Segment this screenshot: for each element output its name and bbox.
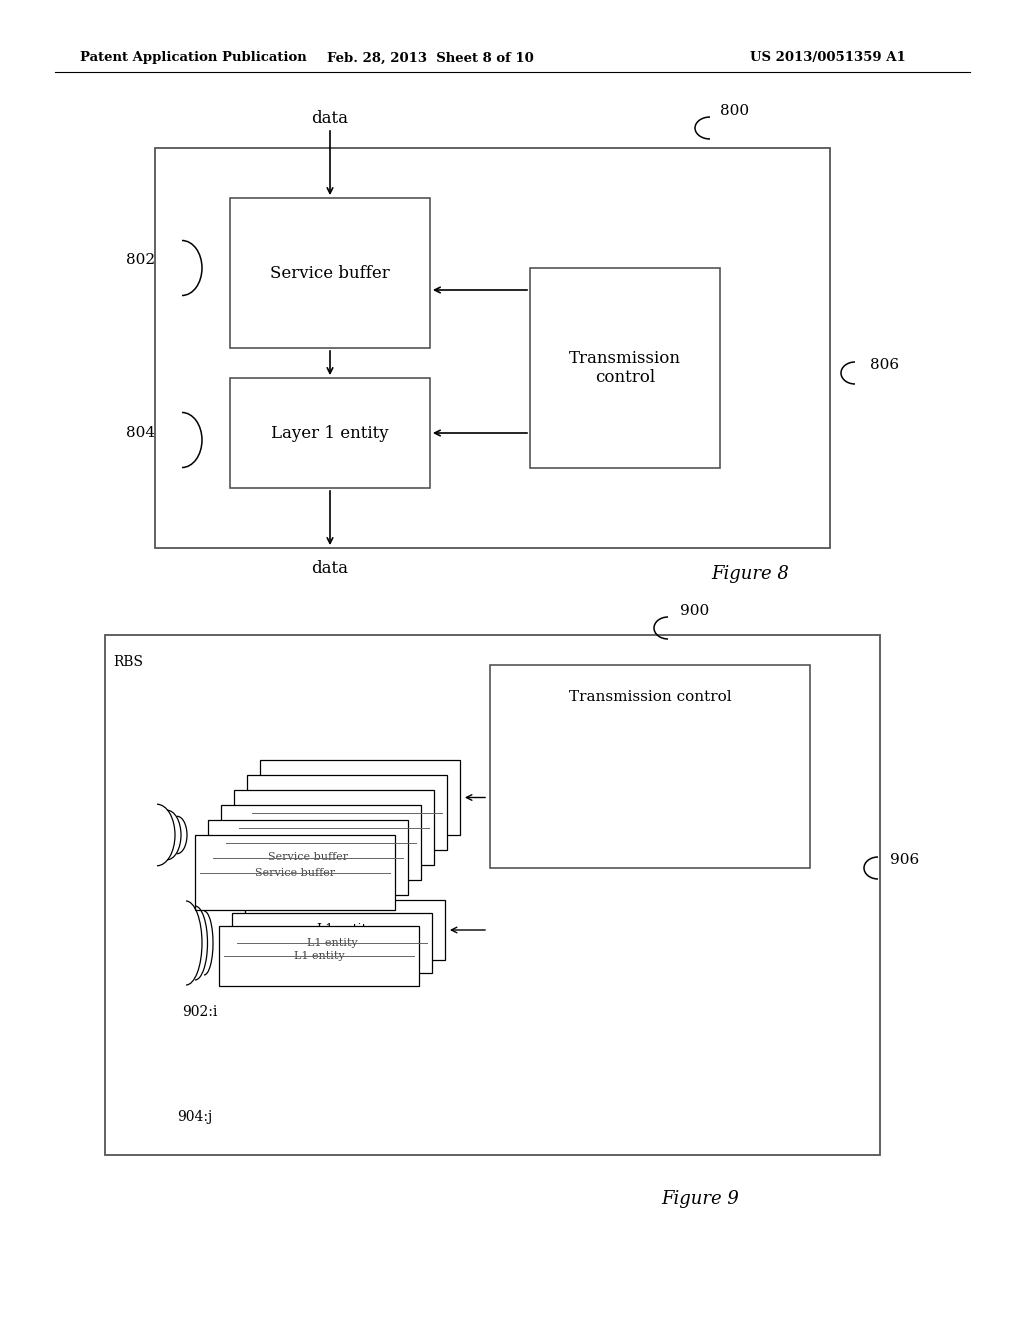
Bar: [234, 789, 434, 865]
Bar: [260, 760, 460, 836]
Text: Service buffer: Service buffer: [270, 264, 390, 281]
Text: Figure 8: Figure 8: [711, 565, 788, 583]
Text: 800: 800: [720, 104, 750, 117]
Text: 804: 804: [126, 426, 155, 440]
Text: 902:i: 902:i: [182, 1005, 218, 1019]
Bar: [221, 805, 421, 880]
Text: 806: 806: [870, 358, 899, 372]
Bar: [232, 913, 432, 973]
Text: Layer 1 entity: Layer 1 entity: [271, 425, 389, 441]
Text: Service buffer: Service buffer: [307, 808, 387, 817]
Bar: [530, 268, 720, 469]
Text: Patent Application Publication: Patent Application Publication: [80, 51, 307, 65]
Text: 906: 906: [890, 853, 920, 867]
Bar: [195, 836, 395, 909]
Text: 904:j: 904:j: [177, 1110, 213, 1125]
Bar: [245, 900, 445, 960]
Bar: [219, 927, 419, 986]
Bar: [155, 148, 830, 548]
Bar: [230, 378, 430, 488]
Text: 900: 900: [680, 605, 710, 618]
Bar: [247, 775, 447, 850]
Text: Service buffer: Service buffer: [315, 791, 406, 804]
Text: Service buffer: Service buffer: [294, 822, 374, 833]
Text: Service buffer: Service buffer: [255, 867, 335, 878]
Text: L1 entity: L1 entity: [306, 939, 357, 948]
Text: Service buffer: Service buffer: [268, 853, 348, 862]
Bar: [230, 198, 430, 348]
Text: Transmission
control: Transmission control: [569, 350, 681, 387]
Bar: [208, 820, 408, 895]
Text: L1 entity: L1 entity: [294, 950, 344, 961]
Text: data: data: [311, 110, 348, 127]
Text: L1 entity: L1 entity: [316, 924, 374, 936]
Text: Transmission control: Transmission control: [568, 690, 731, 704]
Text: Figure 9: Figure 9: [662, 1191, 739, 1208]
Text: US 2013/0051359 A1: US 2013/0051359 A1: [750, 51, 906, 65]
Bar: [105, 635, 880, 1155]
Bar: [490, 665, 810, 869]
Text: data: data: [311, 560, 348, 577]
Text: Feb. 28, 2013  Sheet 8 of 10: Feb. 28, 2013 Sheet 8 of 10: [327, 51, 534, 65]
Text: 802: 802: [126, 253, 155, 267]
Text: RBS: RBS: [113, 655, 143, 669]
Text: Service buffer: Service buffer: [281, 837, 361, 847]
